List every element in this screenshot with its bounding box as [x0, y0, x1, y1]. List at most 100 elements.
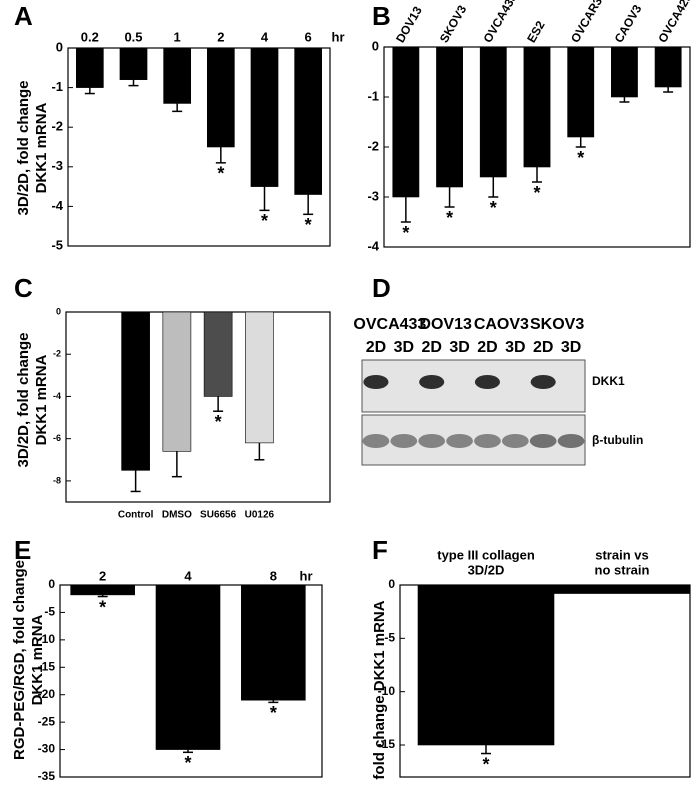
bar: [162, 311, 192, 452]
y-tick-label: -5: [44, 605, 55, 619]
y-tick-label: -4: [53, 391, 61, 401]
x-tick-label: 8: [270, 568, 277, 583]
y-axis-label: fold change DKK1 mRNA: [371, 600, 388, 779]
condition-label: 2D: [533, 339, 553, 356]
x-tick-label: 0.2: [81, 29, 99, 44]
error-bar: [172, 103, 183, 113]
y-tick-label: -2: [53, 349, 61, 359]
x-tick-label: DOV13: [393, 4, 425, 45]
x-tick-label: Control: [118, 510, 154, 521]
x-tick-label: no strain: [595, 562, 650, 577]
y-axis-label: DKK1 mRNA: [29, 614, 46, 705]
blot-band: [446, 434, 473, 448]
x-tick-label: 6: [305, 29, 312, 44]
bar: [250, 47, 279, 187]
error-bar: [268, 700, 279, 704]
bar: [479, 46, 507, 178]
cell-line-label: SKOV3: [530, 316, 584, 333]
y-tick-label: -15: [378, 737, 396, 751]
bar: [203, 311, 233, 397]
bar: [119, 47, 148, 80]
bar: [553, 584, 691, 594]
cell-line-label: DOV13: [419, 316, 472, 333]
blot-band: [474, 375, 500, 389]
error-bar: [575, 137, 586, 148]
error-bar: [84, 87, 95, 95]
significance-marker: *: [305, 215, 312, 235]
error-bar: [128, 79, 139, 87]
bar: [163, 47, 192, 104]
y-tick-label: -6: [53, 433, 61, 443]
condition-label: 2D: [421, 339, 441, 356]
bar: [523, 46, 551, 168]
y-tick-label: 0: [372, 38, 379, 53]
y-axis-label: DKK1 mRNA: [33, 102, 50, 193]
y-tick-label: -35: [38, 769, 56, 783]
plot-frame: [65, 311, 331, 503]
blot-band: [418, 434, 446, 448]
blot-band: [529, 434, 557, 448]
bar: [75, 47, 104, 88]
x-tick-label: 1: [174, 29, 181, 44]
blot-band: [474, 434, 501, 448]
x-tick-label: CAOV3: [612, 2, 645, 45]
error-bar: [481, 745, 491, 755]
y-tick-label: -4: [51, 198, 63, 213]
bar: [654, 46, 682, 88]
condition-label: 2D: [477, 339, 497, 356]
condition-label: 3D: [449, 339, 469, 356]
significance-marker: *: [215, 412, 222, 432]
y-tick-label: -1: [367, 88, 379, 103]
error-bar: [259, 186, 270, 212]
blot-band: [530, 375, 556, 389]
x-tick-label: type III collagen: [437, 547, 535, 562]
bar: [206, 47, 235, 148]
cell-line-label: OVCA433: [353, 316, 426, 333]
error-bar: [130, 470, 141, 493]
x-tick-label: 4: [184, 568, 192, 583]
y-tick-label: -8: [53, 475, 61, 485]
x-tick-label: 2: [217, 29, 224, 44]
significance-marker: *: [261, 211, 268, 231]
bar: [121, 311, 150, 471]
y-tick-label: -20: [38, 687, 56, 701]
significance-marker: *: [482, 754, 489, 774]
error-bar: [171, 451, 182, 478]
y-tick-label: -5: [384, 631, 395, 645]
panel-letter: E: [14, 535, 31, 565]
condition-label: 2D: [366, 339, 386, 356]
x-tick-label: ES2: [524, 18, 548, 45]
error-bar: [215, 147, 226, 164]
y-tick-label: -2: [367, 138, 379, 153]
panel-letter: C: [14, 273, 33, 303]
cell-line-label: CAOV3: [474, 316, 529, 333]
x-tick-label: strain vs: [595, 547, 648, 562]
significance-marker: *: [217, 164, 224, 184]
blot-band: [557, 434, 585, 448]
significance-marker: *: [402, 223, 409, 243]
blot-band: [390, 434, 418, 448]
y-tick-label: -1: [51, 79, 63, 94]
significance-marker: *: [99, 597, 106, 617]
y-axis-label: DKK1 mRNA: [33, 354, 50, 445]
error-bar: [663, 87, 674, 93]
y-tick-label: -2: [51, 119, 63, 134]
x-tick-label: OVCAR3: [568, 0, 605, 45]
panel-letter: B: [372, 1, 391, 31]
x-tick-label: 4: [261, 29, 269, 44]
y-tick-label: -25: [38, 714, 56, 728]
y-tick-label: -30: [38, 742, 56, 756]
band-label: DKK1: [592, 374, 625, 388]
error-bar: [619, 97, 630, 103]
y-tick-label: -15: [38, 659, 56, 673]
x-tick-label: SKOV3: [437, 3, 470, 46]
y-tick-label: -3: [51, 158, 63, 173]
y-tick-label: 0: [56, 306, 61, 316]
significance-marker: *: [533, 183, 540, 203]
y-tick-label: -4: [367, 238, 379, 253]
x-tick-label: OVCA433: [481, 0, 521, 45]
error-bar: [303, 194, 314, 216]
y-tick-label: -5: [51, 237, 63, 252]
y-axis-label: 3D/2D, fold change: [15, 80, 32, 215]
bar: [155, 584, 221, 750]
